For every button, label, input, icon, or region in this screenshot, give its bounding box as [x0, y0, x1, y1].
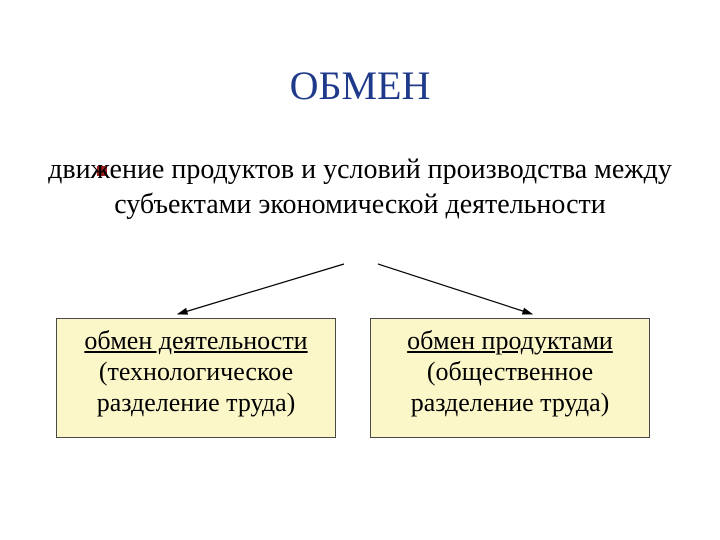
box-left: обмен деятельности (технологическое разд…	[56, 318, 336, 438]
box-right-body: (общественное разделение труда)	[371, 356, 649, 418]
slide-title: ОБМЕН	[0, 62, 720, 109]
box-right: обмен продуктами (общественное разделени…	[370, 318, 650, 438]
slide-subtitle: движение продуктов и условий производств…	[0, 152, 720, 222]
box-left-body: (технологическое разделение труда)	[57, 356, 335, 418]
box-right-heading: обмен продуктами	[407, 325, 613, 356]
arrow-left	[178, 264, 344, 314]
slide: ОБМЕН движение продуктов и условий произ…	[0, 0, 720, 540]
arrow-right	[378, 264, 532, 314]
box-left-heading: обмен деятельности	[84, 325, 307, 356]
